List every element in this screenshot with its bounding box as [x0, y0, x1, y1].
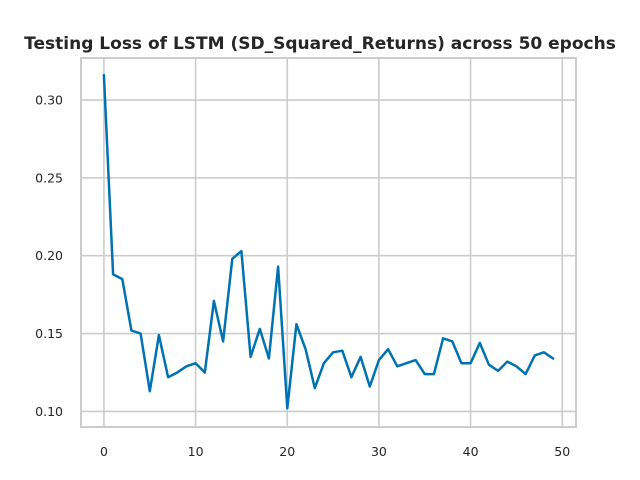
y-tick-label: 0.15 — [35, 326, 63, 341]
x-tick-label: 0 — [100, 444, 108, 459]
y-tick-label: 0.10 — [35, 404, 63, 419]
x-tick-label: 10 — [188, 444, 204, 459]
plot-area-frame — [80, 57, 577, 428]
chart-title: Testing Loss of LSTM (SD_Squared_Returns… — [24, 34, 616, 54]
x-tick-label: 50 — [554, 444, 570, 459]
x-tick-label: 40 — [463, 444, 479, 459]
x-axis-ticks: 0 10 20 30 40 50 — [100, 444, 570, 459]
x-tick-label: 30 — [371, 444, 387, 459]
y-tick-label: 0.25 — [35, 170, 63, 185]
y-axis-ticks: 0.10 0.15 0.20 0.25 0.30 — [35, 93, 63, 419]
loss-series-line — [102, 73, 555, 410]
grid-lines — [81, 58, 576, 427]
y-tick-label: 0.20 — [35, 248, 63, 263]
x-tick-label: 20 — [279, 444, 295, 459]
y-tick-label: 0.30 — [35, 93, 63, 108]
series-layer — [102, 73, 555, 410]
